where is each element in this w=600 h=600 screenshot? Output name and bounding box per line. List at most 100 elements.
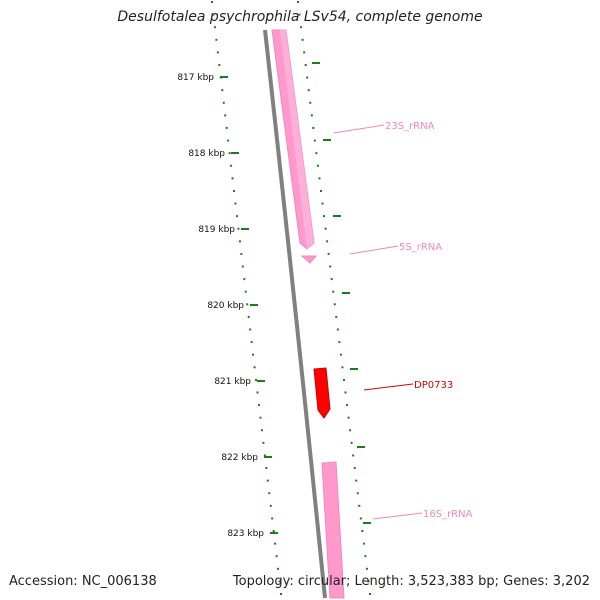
ring-dot: [310, 114, 313, 117]
outer-tick-mark: [357, 446, 365, 448]
outer-tick-mark: [312, 62, 320, 64]
ring-dot: [244, 290, 247, 293]
ring-dot: [227, 139, 230, 142]
ring-dot: [250, 341, 253, 344]
ring-dot: [297, 1, 299, 3]
ring-dot: [361, 530, 364, 533]
ring-dot: [253, 366, 256, 369]
ring-dot: [358, 504, 361, 507]
ring-dot: [240, 252, 243, 255]
ring-dot: [280, 593, 282, 595]
tick-label: 820 kbp: [207, 301, 244, 311]
ring-dot: [313, 139, 316, 142]
label-23s-rrna[interactable]: 23S_rRNA: [385, 121, 435, 132]
ring-dot: [339, 353, 342, 356]
ring-dot: [278, 580, 281, 583]
ring-dot: [324, 227, 327, 230]
ring-dot: [336, 328, 339, 331]
ring-dot: [266, 479, 269, 482]
ring-dot: [252, 353, 255, 356]
ring-dot: [269, 504, 272, 507]
ring-dot: [268, 492, 271, 495]
ring-dot: [362, 542, 365, 545]
ring-dot: [332, 290, 335, 293]
ring-dot: [304, 63, 307, 66]
ring-dot: [265, 467, 268, 470]
ring-dot: [338, 341, 341, 344]
ring-dot: [344, 391, 347, 394]
ring-dot: [272, 530, 275, 533]
tick-mark: [250, 304, 258, 306]
feature-23s-rrna[interactable]: [271, 29, 315, 250]
ring-dot: [230, 164, 233, 167]
ring-dot: [235, 215, 238, 218]
ring-dot: [312, 126, 315, 129]
ring-dot: [330, 278, 333, 281]
ring-dot: [316, 164, 319, 167]
ring-dot: [247, 315, 250, 318]
outer-tick-mark: [363, 522, 371, 524]
accession-text: Accession: NC_006138: [9, 574, 157, 589]
ring-dot: [218, 63, 221, 66]
ring-dot: [231, 177, 234, 180]
feature-16s-rrna[interactable]: [321, 461, 345, 599]
genome-summary-text: Topology: circular; Length: 3,523,383 bp…: [232, 574, 590, 589]
tick-label: 819 kbp: [198, 225, 235, 235]
ring-dot: [364, 555, 367, 558]
ring-dot: [277, 567, 280, 570]
tick-mark: [220, 76, 228, 78]
ring-dot: [224, 114, 227, 117]
ring-dot: [275, 555, 278, 558]
ring-dot: [300, 26, 303, 29]
ring-dot: [249, 328, 252, 331]
inner-dotted-ring: [211, 1, 282, 595]
ring-dot: [246, 303, 249, 306]
label-16s-rrna[interactable]: 16S_rRNA: [423, 509, 473, 520]
outer-tick-mark: [323, 139, 331, 141]
ring-dot: [369, 593, 371, 595]
ring-dot: [212, 13, 215, 16]
label-5s-rrna[interactable]: 5S_rRNA: [399, 242, 442, 253]
ring-dot: [274, 542, 277, 545]
ring-dot: [241, 265, 244, 268]
ring-dot: [323, 215, 326, 218]
ring-dot: [341, 366, 344, 369]
ring-dot: [211, 1, 213, 3]
label-line-23s: [333, 124, 385, 134]
ring-dot: [365, 567, 368, 570]
ring-dot: [352, 454, 355, 457]
ring-dot: [233, 189, 236, 192]
ring-dot: [213, 26, 216, 29]
ring-dot: [228, 152, 231, 155]
ring-dot: [307, 89, 310, 92]
tick-label: 823 kbp: [227, 529, 264, 539]
ring-dot: [349, 429, 352, 432]
ring-dot: [329, 265, 332, 268]
tick-label: 821 kbp: [214, 377, 251, 387]
tick-mark: [241, 228, 249, 230]
tick-mark: [257, 380, 265, 382]
ring-dot: [238, 240, 241, 243]
label-dp0733[interactable]: DP0733: [414, 380, 453, 391]
ring-dot: [326, 240, 329, 243]
ring-dot: [216, 51, 219, 54]
ring-dot: [237, 227, 240, 230]
ring-dot: [350, 441, 353, 444]
ring-dot: [221, 89, 224, 92]
outer-tick-mark: [350, 368, 358, 370]
ring-dot: [321, 202, 324, 205]
ring-dot: [347, 416, 350, 419]
outer-dotted-ring: [297, 1, 371, 595]
feature-dp0733[interactable]: [313, 367, 331, 419]
label-line-16s: [372, 512, 423, 520]
ring-dot: [335, 315, 338, 318]
ring-dot: [327, 252, 330, 255]
ring-dot: [319, 189, 322, 192]
tick-labels: 817 kbp 818 kbp 819 kbp 820 kbp 821 kbp 822 k…: [177, 73, 278, 539]
outer-tick-mark: [333, 215, 341, 217]
feature-5s-rrna[interactable]: [300, 255, 318, 264]
ring-dot: [309, 101, 312, 104]
label-line-5s: [349, 245, 399, 255]
genome-backbone: [263, 29, 327, 599]
